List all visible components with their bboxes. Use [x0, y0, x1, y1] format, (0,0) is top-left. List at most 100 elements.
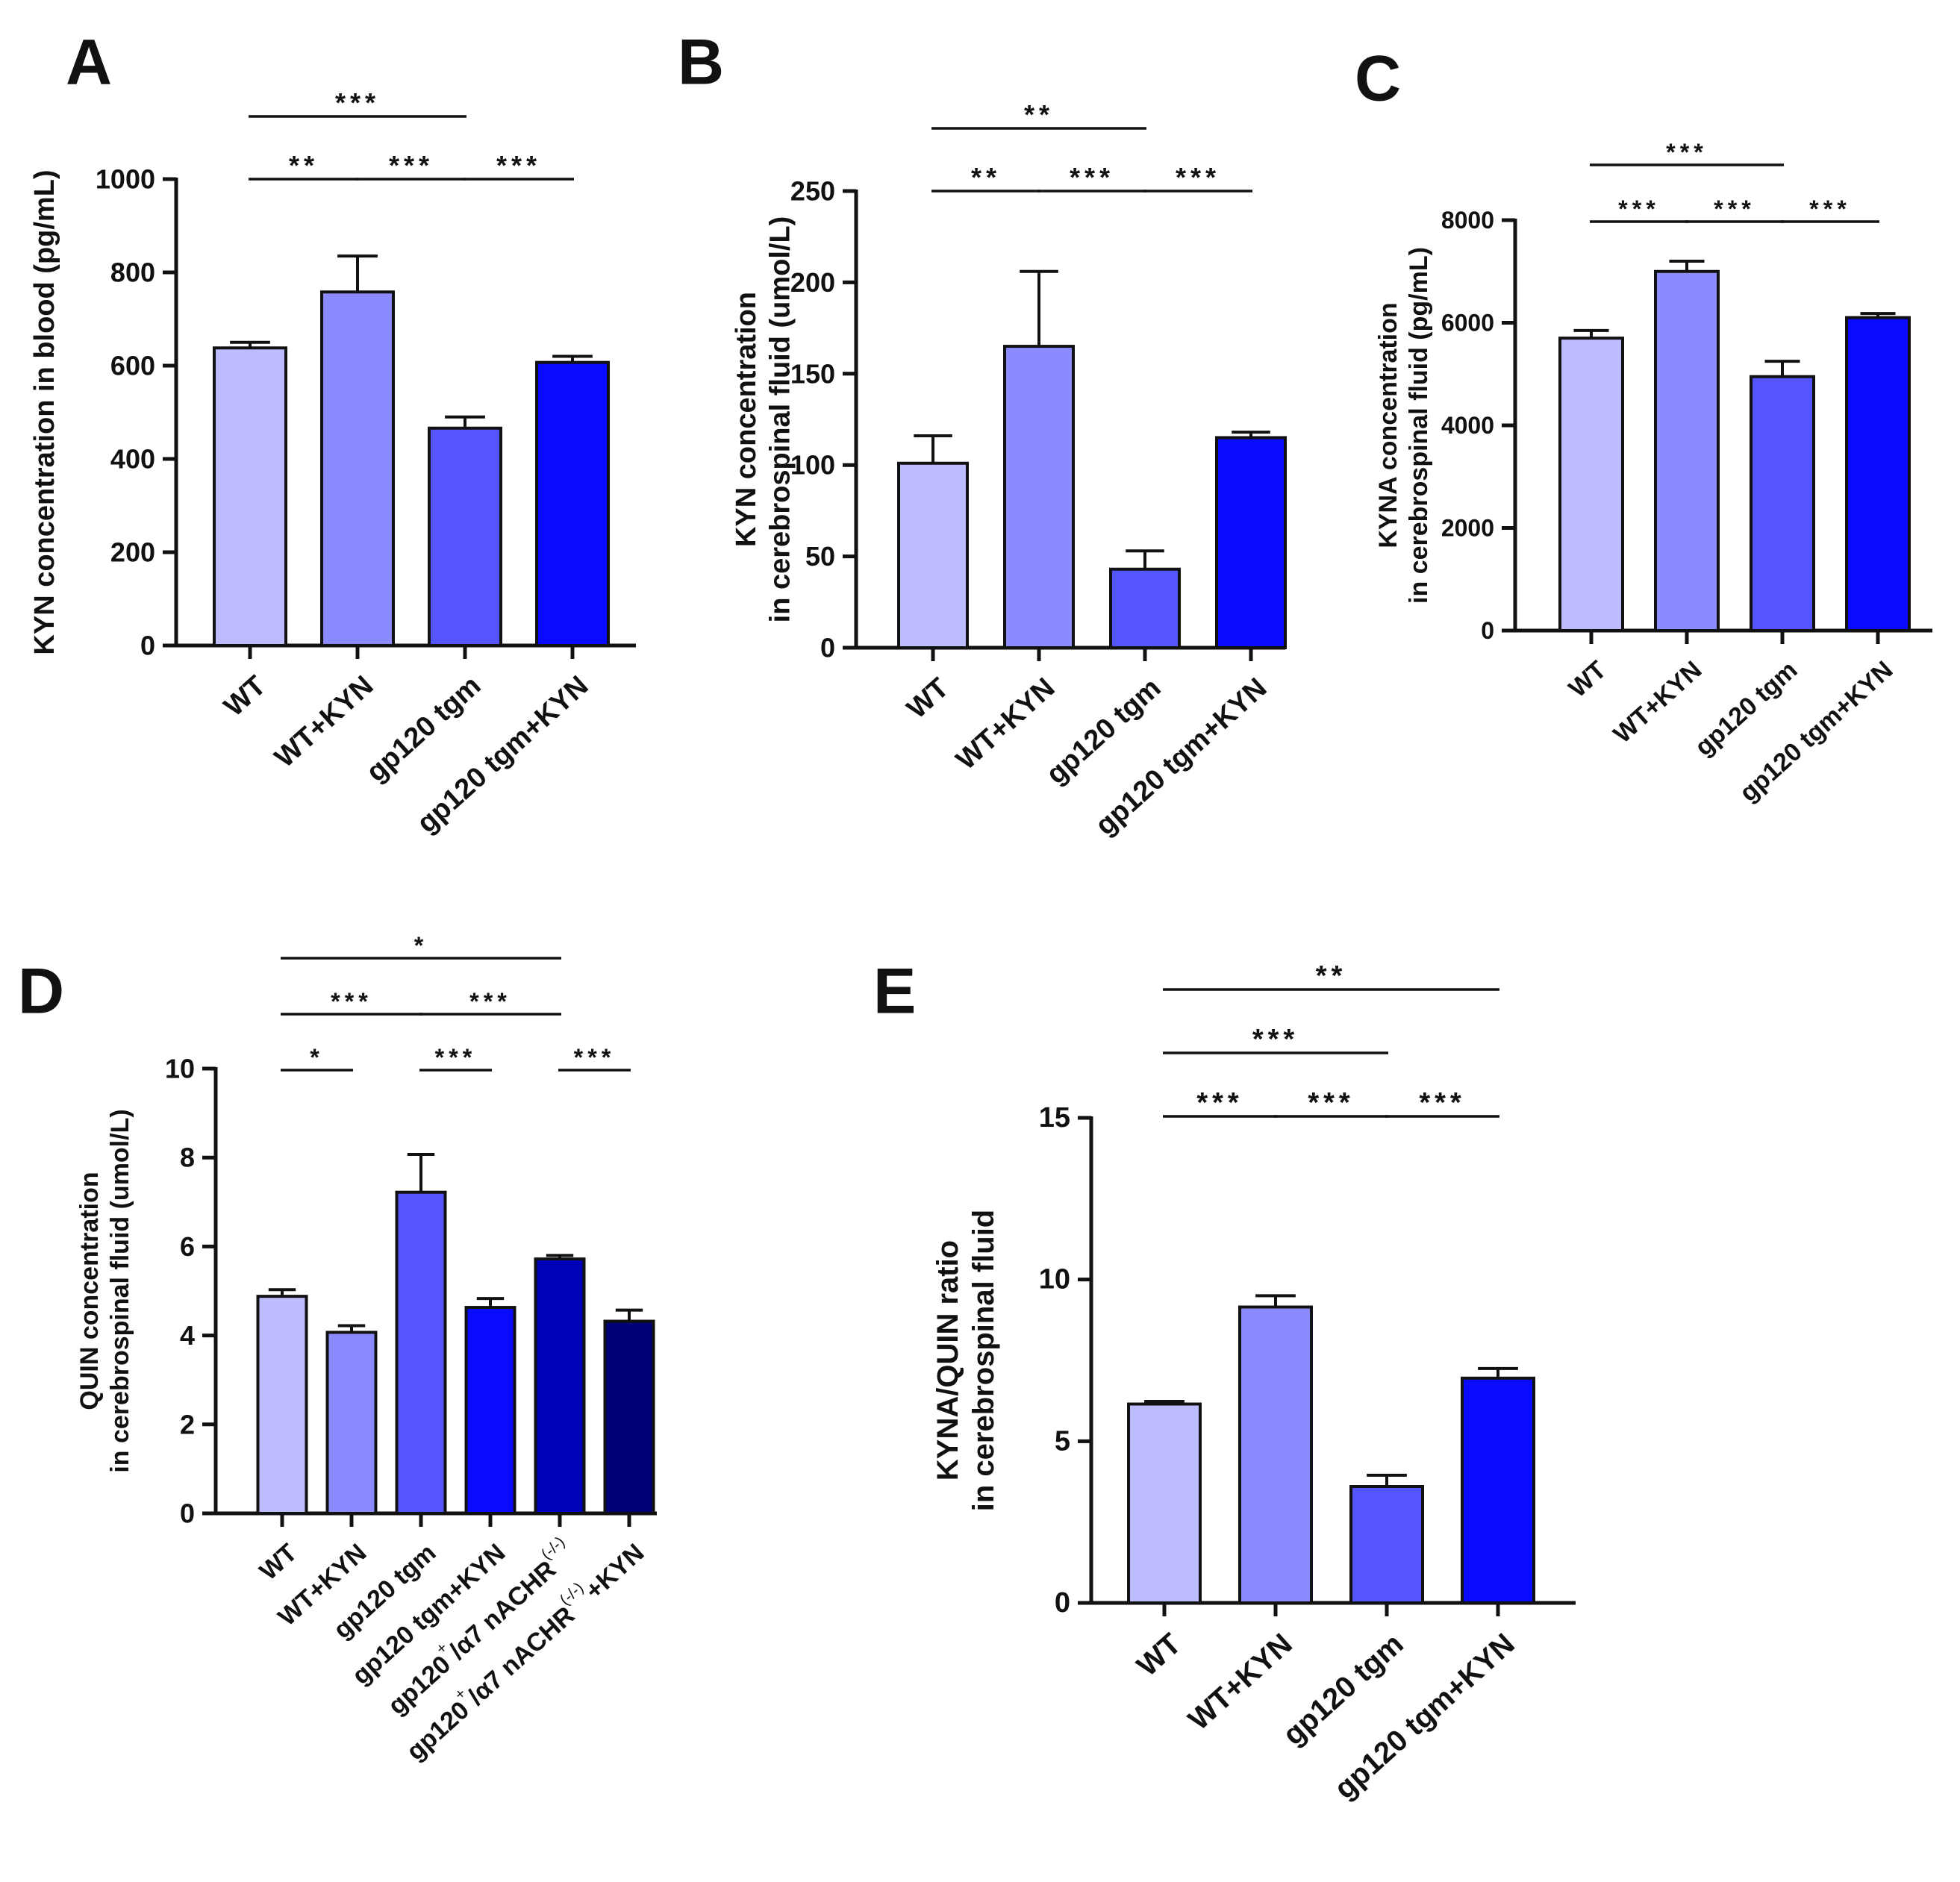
y-axis-label: KYNA concentration — [1374, 302, 1402, 548]
significance-label: *** — [1308, 1087, 1354, 1119]
panel-b: B 0 50 100 150 200 250 KYN concentration in cere… — [678, 27, 1287, 842]
bar — [1215, 436, 1287, 649]
y-tick-label: 4000 — [1441, 412, 1494, 439]
y-tick-label: 4 — [180, 1320, 195, 1351]
bar — [1109, 567, 1181, 650]
significance-label: *** — [1809, 196, 1851, 222]
y-tick-label: 0 — [180, 1498, 195, 1529]
x-tick-label: WT — [1564, 655, 1612, 703]
x-tick-label: WT+KYN — [951, 672, 1061, 776]
y-axis-label: KYNA/QUIN ratio — [931, 1240, 964, 1481]
significance-label: * — [414, 932, 428, 959]
panel-label: C — [1355, 43, 1401, 115]
significance-label: *** — [331, 988, 372, 1015]
bar — [320, 290, 395, 647]
significance-label: *** — [1252, 1024, 1299, 1055]
y-tick-label: 6000 — [1441, 310, 1494, 337]
bar — [1349, 1485, 1424, 1604]
x-tick-label: WT — [219, 670, 272, 723]
significance-label: *** — [1618, 196, 1660, 222]
y-tick-label: 15 — [1039, 1102, 1070, 1134]
y-tick-label: 150 — [790, 358, 835, 389]
y-tick-label: 0 — [140, 631, 155, 661]
bar — [256, 1295, 308, 1515]
y-tick-label: 8 — [180, 1142, 195, 1173]
y-tick-label: 400 — [110, 444, 155, 475]
bar — [1003, 345, 1075, 649]
panel-d: D 0 2 4 6 8 10 QUIN concentration in cerebrospin… — [18, 932, 657, 1766]
y-tick-label: 0 — [820, 633, 835, 663]
panel-label: E — [873, 956, 916, 1028]
significance-label: *** — [389, 150, 434, 181]
bar — [897, 461, 969, 650]
y-tick-label: 250 — [790, 176, 835, 207]
significance-label: *** — [435, 1044, 477, 1071]
bar — [1558, 337, 1624, 632]
significance-label: * — [310, 1044, 324, 1071]
x-tick-label: WT — [1131, 1628, 1187, 1683]
y-tick-label: 10 — [1039, 1264, 1070, 1295]
bar — [395, 1190, 447, 1515]
significance-label: ** — [289, 150, 319, 181]
bar — [1238, 1305, 1313, 1604]
bar — [1654, 269, 1720, 632]
y-axis-label: QUIN concentration — [75, 1172, 104, 1410]
significance-label: *** — [574, 1044, 616, 1071]
y-axis-label: in cerebrospinal fluid (umol/L) — [765, 216, 796, 623]
y-tick-label: 100 — [790, 450, 835, 481]
bar — [1845, 316, 1911, 632]
significance-label: ** — [971, 162, 1001, 193]
y-tick-label: 600 — [110, 351, 155, 381]
y-tick-label: 200 — [790, 267, 835, 298]
y-tick-label: 0 — [1481, 617, 1494, 644]
significance-label: *** — [1714, 196, 1755, 222]
y-tick-label: 50 — [805, 541, 835, 572]
y-tick-label: 0 — [1055, 1587, 1070, 1619]
bar — [603, 1319, 655, 1515]
panel-c: C 0 2000 4000 6000 8000 KYNA concentration in c… — [1355, 43, 1932, 807]
bar — [213, 346, 287, 647]
panel-label: A — [66, 27, 112, 99]
y-tick-label: 200 — [110, 537, 155, 568]
bar — [464, 1306, 516, 1515]
panel-e: E 0 5 10 15 KYNA/QUIN ratio in cerebrospinal f… — [873, 956, 1576, 1805]
x-tick-label: WT — [255, 1538, 303, 1586]
x-tick-label: WT — [902, 672, 955, 725]
x-tick-label: WT+KYN — [1182, 1628, 1299, 1736]
x-tick-label: WT+KYN — [1608, 656, 1708, 749]
bar — [325, 1331, 378, 1515]
y-axis-label: in cerebrospinal fluid (umol/L) — [106, 1109, 134, 1472]
significance-label: *** — [1070, 162, 1114, 193]
y-axis-label: KYN concentration — [731, 292, 762, 547]
significance-label: ** — [1316, 960, 1347, 992]
bar — [1750, 375, 1815, 632]
significance-label: *** — [1666, 139, 1708, 166]
significance-label: *** — [496, 150, 541, 181]
significance-label: *** — [1196, 1087, 1243, 1119]
bar — [428, 426, 502, 647]
significance-label: *** — [1176, 162, 1220, 193]
y-axis-label: in cerebrospinal fluid (pg/mL) — [1405, 247, 1433, 604]
panel-label: B — [678, 27, 724, 99]
y-tick-label: 8000 — [1441, 207, 1494, 234]
panel-a: A 0 200 400 600 800 1000 KYN concentration in b… — [29, 27, 636, 840]
x-tick-label: WT+KYN — [269, 670, 380, 774]
bar — [1127, 1402, 1202, 1604]
panel-label: D — [18, 956, 64, 1028]
significance-label: *** — [469, 988, 511, 1015]
y-axis-label: in cerebrospinal fluid — [967, 1210, 1000, 1512]
y-tick-label: 2 — [180, 1409, 195, 1439]
y-tick-label: 5 — [1055, 1425, 1070, 1457]
y-tick-label: 6 — [180, 1231, 195, 1262]
bar — [534, 1257, 586, 1515]
y-tick-label: 2000 — [1441, 515, 1494, 542]
x-tick-label: gp120+/α7 nACHR(-/-)+KYN — [396, 1534, 649, 1766]
significance-label: *** — [335, 87, 380, 118]
y-tick-label: 1000 — [96, 164, 155, 195]
bar — [535, 360, 610, 647]
y-axis-label: KYN concentration in blood (pg/mL) — [29, 169, 60, 654]
bar — [1461, 1376, 1535, 1605]
y-tick-label: 800 — [110, 257, 155, 288]
